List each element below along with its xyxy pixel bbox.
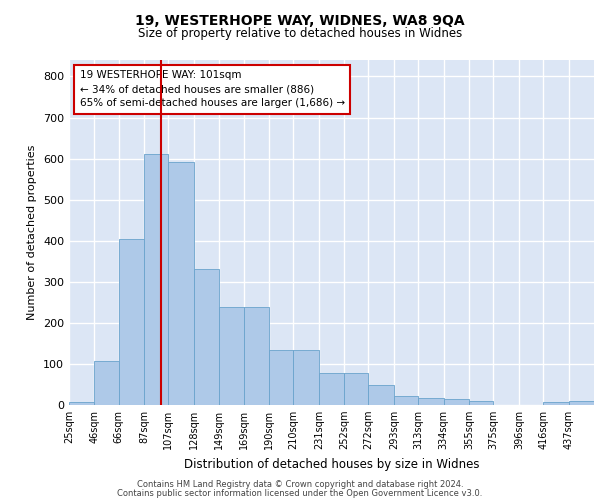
Bar [244, 307, 269, 405]
Bar [569, 402, 594, 405]
Text: 19, WESTERHOPE WAY, WIDNES, WA8 9QA: 19, WESTERHOPE WAY, WIDNES, WA8 9QA [135, 14, 465, 28]
Bar [119, 240, 144, 405]
Bar [418, 398, 443, 405]
Bar [543, 402, 569, 405]
Bar [144, 154, 169, 405]
Bar [69, 402, 94, 405]
Bar [344, 374, 368, 405]
Bar [319, 374, 344, 405]
Bar [443, 399, 469, 405]
Bar [194, 270, 220, 405]
Bar [469, 402, 493, 405]
Text: Size of property relative to detached houses in Widnes: Size of property relative to detached ho… [138, 28, 462, 40]
Bar [220, 307, 244, 405]
Bar [269, 350, 293, 405]
Bar [368, 385, 394, 405]
Bar [293, 350, 319, 405]
X-axis label: Distribution of detached houses by size in Widnes: Distribution of detached houses by size … [184, 458, 479, 470]
Y-axis label: Number of detached properties: Number of detached properties [28, 145, 37, 320]
Bar [169, 162, 194, 405]
Bar [394, 396, 418, 405]
Bar [94, 361, 119, 405]
Text: Contains public sector information licensed under the Open Government Licence v3: Contains public sector information licen… [118, 488, 482, 498]
Text: Contains HM Land Registry data © Crown copyright and database right 2024.: Contains HM Land Registry data © Crown c… [137, 480, 463, 489]
Text: 19 WESTERHOPE WAY: 101sqm
← 34% of detached houses are smaller (886)
65% of semi: 19 WESTERHOPE WAY: 101sqm ← 34% of detac… [79, 70, 344, 108]
